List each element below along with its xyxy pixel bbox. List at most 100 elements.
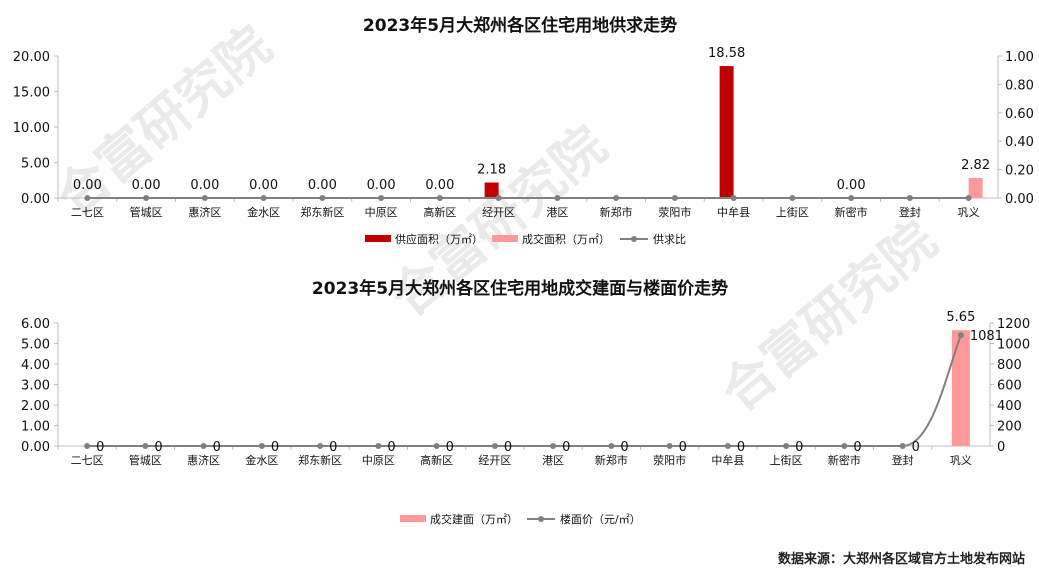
line-value-label: 0 xyxy=(271,440,279,455)
x-tick-label: 高新区 xyxy=(423,205,456,219)
x-tick-label: 惠济区 xyxy=(188,205,221,219)
bar-value-label: 2.82 xyxy=(961,158,990,173)
x-tick-label: 经开区 xyxy=(478,454,511,467)
line-value-label: 0 xyxy=(737,440,745,455)
bar-value-label: 0.00 xyxy=(308,178,337,193)
y2-tick-label: 0.60 xyxy=(1005,107,1034,122)
x-tick-label: 新郑市 xyxy=(595,453,628,467)
series-point xyxy=(200,443,207,449)
y-tick-label: 2.00 xyxy=(21,399,50,414)
x-tick-label: 管城区 xyxy=(130,205,163,219)
series-point xyxy=(260,195,267,201)
x-tick-label: 港区 xyxy=(542,454,564,467)
y-tick-label: 5.00 xyxy=(21,338,50,353)
legend-label: 供应面积（万㎡） xyxy=(395,232,483,246)
series-point xyxy=(495,195,502,201)
legend-marker xyxy=(631,236,637,242)
x-tick-label: 中原区 xyxy=(362,454,395,467)
line-value-label: 0 xyxy=(853,440,861,455)
x-tick-label: 新密市 xyxy=(828,453,861,467)
line-value-label: 0 xyxy=(620,440,628,455)
x-tick-label: 金水区 xyxy=(247,205,280,219)
bar xyxy=(951,330,970,446)
y2-tick-label: 0.40 xyxy=(1005,135,1034,150)
series-point xyxy=(957,332,964,339)
line-value-label: 0 xyxy=(912,440,920,455)
chart-title: 2023年5月大郑州各区住宅用地成交建面与楼面价走势 xyxy=(312,278,728,299)
legend-swatch xyxy=(365,235,391,242)
legend-label: 成交面积（万㎡） xyxy=(522,232,610,246)
series-point xyxy=(550,443,557,449)
bar xyxy=(968,177,983,198)
y2-tick-label: 1200 xyxy=(997,317,1030,332)
x-tick-label: 经开区 xyxy=(482,206,515,219)
series-point xyxy=(730,195,737,201)
series-point xyxy=(491,443,498,449)
y2-tick-label: 0.00 xyxy=(1005,192,1034,207)
y-tick-label: 5.00 xyxy=(21,157,50,172)
line-value-label: 0 xyxy=(562,440,570,455)
bar xyxy=(484,182,499,198)
bar-value-label: 0.00 xyxy=(73,178,102,193)
series-point xyxy=(84,195,91,201)
line-value-label: 0 xyxy=(504,440,512,455)
line-value-label: 0 xyxy=(154,440,162,455)
legend-label: 楼面价（元/㎡） xyxy=(560,512,641,526)
y-tick-label: 10.00 xyxy=(13,121,50,136)
series-point xyxy=(143,195,150,201)
y2-tick-label: 0 xyxy=(997,440,1005,455)
x-tick-label: 郑东新区 xyxy=(300,205,344,219)
series-point xyxy=(554,195,561,201)
legend-label: 供求比 xyxy=(653,232,686,246)
y2-tick-label: 200 xyxy=(997,420,1022,435)
x-tick-label: 上街区 xyxy=(776,205,809,219)
series-point xyxy=(724,443,731,449)
line-value-label: 0 xyxy=(446,440,454,455)
watermark-text: 合富研究院 xyxy=(710,210,948,423)
x-tick-label: 新密市 xyxy=(835,205,868,219)
series-point xyxy=(671,195,678,201)
line-value-label: 0 xyxy=(329,440,337,455)
x-tick-label: 金水区 xyxy=(245,453,278,467)
series-point xyxy=(436,195,443,201)
x-tick-label: 中牟县 xyxy=(711,453,744,467)
series-point xyxy=(965,195,972,201)
series-point xyxy=(848,195,855,201)
x-tick-label: 二七区 xyxy=(71,206,104,219)
y-tick-label: 1.00 xyxy=(21,420,50,435)
line-value-label: 0 xyxy=(387,440,395,455)
series-point xyxy=(899,443,906,449)
y2-tick-label: 1.00 xyxy=(1005,50,1034,65)
bar-value-label: 0.00 xyxy=(132,178,161,193)
y2-tick-label: 800 xyxy=(997,358,1022,373)
y-tick-label: 15.00 xyxy=(13,86,50,101)
y2-tick-label: 600 xyxy=(997,379,1022,394)
series-point xyxy=(319,195,326,201)
y-tick-label: 0.00 xyxy=(21,440,50,455)
series-point xyxy=(84,443,91,449)
series-point xyxy=(841,443,848,449)
x-tick-label: 港区 xyxy=(546,206,568,219)
line-value-label: 1081 xyxy=(970,329,1003,344)
line-value-label: 0 xyxy=(96,440,104,455)
source-note: 数据来源：大郑州各区域官方土地发布网站 xyxy=(777,552,1025,567)
series-point xyxy=(317,443,324,449)
series-point xyxy=(608,443,615,449)
x-tick-label: 中牟县 xyxy=(717,205,750,219)
legend-marker xyxy=(538,516,544,522)
series-point xyxy=(142,443,149,449)
legend-swatch xyxy=(400,515,426,522)
series-point xyxy=(433,443,440,449)
watermark-text: 合富研究院 xyxy=(45,15,283,228)
legend-label: 成交建面（万㎡） xyxy=(430,512,518,526)
x-tick-label: 中原区 xyxy=(365,206,398,219)
x-tick-label: 荥阳市 xyxy=(658,205,691,219)
bar-value-label: 18.58 xyxy=(708,46,745,61)
x-tick-label: 登封 xyxy=(899,205,921,219)
x-tick-label: 上街区 xyxy=(770,453,803,467)
line-value-label: 0 xyxy=(679,440,687,455)
series-point xyxy=(789,195,796,201)
bar-value-label: 0.00 xyxy=(249,178,278,193)
